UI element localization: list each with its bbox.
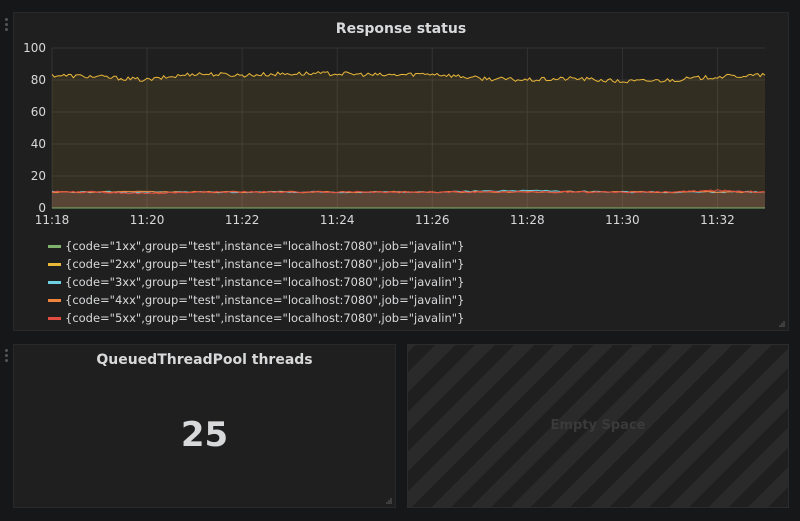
x-tick-label: 11:18: [35, 213, 70, 227]
y-tick-label: 60: [31, 105, 46, 119]
stat-value: 25: [14, 415, 395, 455]
legend-item[interactable]: {code="3xx",group="test",instance="local…: [48, 273, 464, 291]
x-tick-label: 11:22: [225, 213, 260, 227]
legend-swatch: [48, 299, 61, 302]
legend-swatch: [48, 317, 61, 320]
legend-item[interactable]: {code="1xx",group="test",instance="local…: [48, 237, 464, 255]
legend-swatch: [48, 245, 61, 248]
y-tick-label: 100: [23, 41, 46, 55]
legend-swatch: [48, 263, 61, 266]
legend-label: {code="4xx",group="test",instance="local…: [65, 291, 464, 309]
legend-label: {code="2xx",group="test",instance="local…: [65, 255, 464, 273]
x-tick-label: 11:28: [510, 213, 545, 227]
legend-label: {code="3xx",group="test",instance="local…: [65, 273, 464, 291]
threads-stat-panel: QueuedThreadPool threads 25: [13, 344, 396, 508]
row-drag-handle[interactable]: [5, 349, 9, 364]
x-tick-label: 11:26: [415, 213, 450, 227]
legend-item[interactable]: {code="2xx",group="test",instance="local…: [48, 255, 464, 273]
legend-label: {code="5xx",group="test",instance="local…: [65, 309, 464, 327]
x-tick-label: 11:24: [320, 213, 355, 227]
legend-item[interactable]: {code="4xx",group="test",instance="local…: [48, 291, 464, 309]
legend-item[interactable]: {code="5xx",group="test",instance="local…: [48, 309, 464, 327]
x-tick-label: 11:30: [605, 213, 640, 227]
y-tick-label: 80: [31, 73, 46, 87]
legend-swatch: [48, 281, 61, 284]
y-tick-label: 40: [31, 137, 46, 151]
row-drag-handle[interactable]: [5, 18, 9, 33]
response-status-panel: Response status 0 20 40 60 80 100 11:18 11:20 1…: [13, 12, 789, 331]
resize-handle-icon[interactable]: [385, 497, 393, 505]
empty-space-placeholder: Empty Space: [407, 344, 789, 508]
chart-legend: {code="1xx",group="test",instance="local…: [48, 237, 464, 327]
x-tick-label: 11:32: [700, 213, 735, 227]
resize-handle-icon[interactable]: [778, 320, 786, 328]
legend-label: {code="1xx",group="test",instance="local…: [65, 237, 464, 255]
x-tick-label: 11:20: [130, 213, 165, 227]
series-area: [52, 72, 765, 208]
empty-space-label: Empty Space: [408, 418, 788, 433]
y-tick-label: 20: [31, 169, 46, 183]
panel-title[interactable]: QueuedThreadPool threads: [14, 352, 395, 368]
